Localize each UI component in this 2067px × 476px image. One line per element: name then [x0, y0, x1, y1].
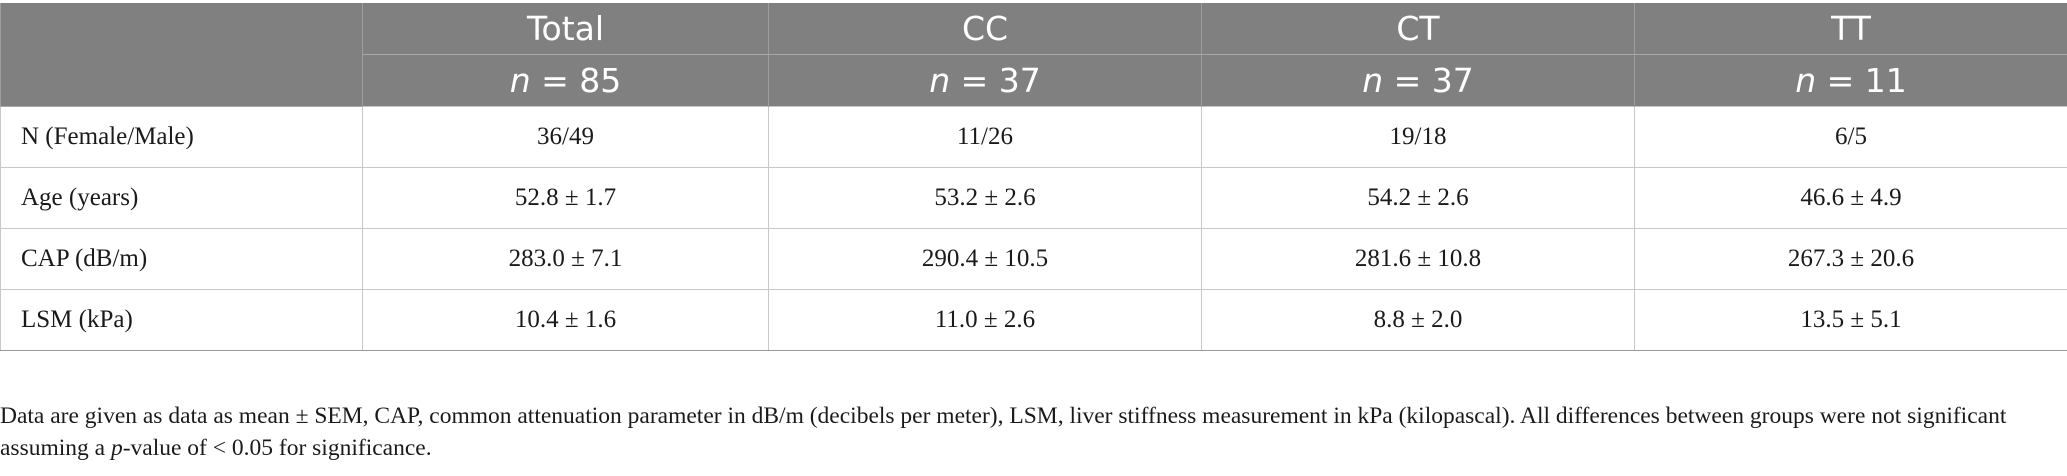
- table-cell: 53.2 ± 2.6: [768, 167, 1202, 229]
- table-body: N (Female/Male) 36/49 11/26 19/18 6/5 Ag…: [0, 106, 2067, 351]
- table-header: Total CC CT TT n = 85 n = 37 n = 37 n = …: [0, 3, 2067, 107]
- table-cell: 11.0 ± 2.6: [768, 289, 1202, 351]
- table-footnote: Data are given as data as mean ± SEM, CA…: [0, 403, 2007, 461]
- header-group-total: Total: [362, 3, 769, 55]
- header-count-ct: n = 37: [1201, 54, 1635, 107]
- row-label-sex: N (Female/Male): [0, 106, 363, 168]
- row-label-cap: CAP (dB/m): [0, 228, 363, 290]
- table-cell: 8.8 ± 2.0: [1201, 289, 1635, 351]
- row-label-age: Age (years): [0, 167, 363, 229]
- table-cell: 267.3 ± 20.6: [1634, 228, 2067, 290]
- summary-table-container: Total CC CT TT n = 85 n = 37 n = 37 n = …: [0, 3, 2067, 351]
- header-group-tt: TT: [1634, 3, 2067, 55]
- header-row-groups: Total CC CT TT: [0, 3, 2067, 107]
- table-row: CAP (dB/m) 283.0 ± 7.1 290.4 ± 10.5 281.…: [0, 228, 2067, 290]
- table-cell: 10.4 ± 1.6: [362, 289, 769, 351]
- table-cell: 283.0 ± 7.1: [362, 228, 769, 290]
- summary-table: Total CC CT TT n = 85 n = 37 n = 37 n = …: [0, 3, 2067, 351]
- table-cell: 54.2 ± 2.6: [1201, 167, 1635, 229]
- table-cell: 13.5 ± 5.1: [1634, 289, 2067, 351]
- table-row: LSM (kPa) 10.4 ± 1.6 11.0 ± 2.6 8.8 ± 2.…: [0, 289, 2067, 351]
- table-cell: 281.6 ± 10.8: [1201, 228, 1635, 290]
- header-group-cc: CC: [768, 3, 1202, 55]
- table-cell: 36/49: [362, 106, 769, 168]
- header-count-tt: n = 11: [1634, 54, 2067, 107]
- header-empty-cell: [0, 3, 363, 107]
- header-count-total: n = 85: [362, 54, 769, 107]
- header-count-cc: n = 37: [768, 54, 1202, 107]
- table-cell: 52.8 ± 1.7: [362, 167, 769, 229]
- table-cell: 19/18: [1201, 106, 1635, 168]
- table-cell: 11/26: [768, 106, 1202, 168]
- header-group-ct: CT: [1201, 3, 1635, 55]
- header-row-counts: n = 85 n = 37 n = 37 n = 11: [1, 54, 2067, 107]
- row-label-lsm: LSM (kPa): [0, 289, 363, 351]
- table-cell: 6/5: [1634, 106, 2067, 168]
- table-cell: 290.4 ± 10.5: [768, 228, 1202, 290]
- table-row: N (Female/Male) 36/49 11/26 19/18 6/5: [0, 106, 2067, 168]
- table-cell: 46.6 ± 4.9: [1634, 167, 2067, 229]
- table-row: Age (years) 52.8 ± 1.7 53.2 ± 2.6 54.2 ±…: [0, 167, 2067, 229]
